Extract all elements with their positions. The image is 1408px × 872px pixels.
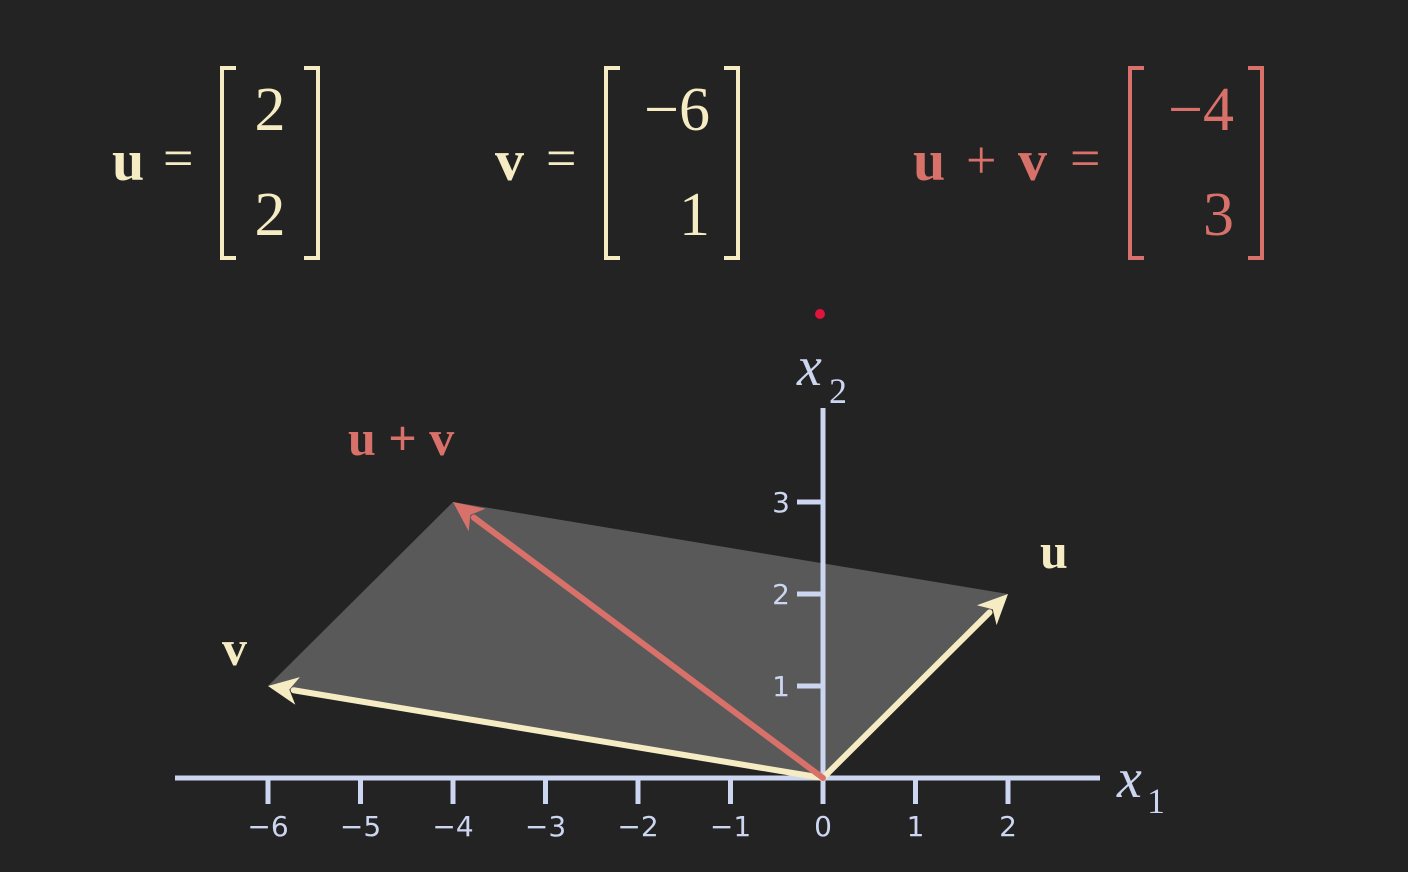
eq-u-bracket-right xyxy=(304,66,320,260)
vector-v-label: v xyxy=(222,620,247,676)
x-tick: 1 xyxy=(907,778,925,843)
vector-u-label: u xyxy=(1040,523,1068,579)
y-ticks: 1 2 3 xyxy=(772,486,823,703)
eq-u-equals: = xyxy=(163,128,193,188)
x-tick: 2 xyxy=(999,778,1017,843)
eq-sum-equals: = xyxy=(1070,128,1100,188)
eq-v-name: v xyxy=(495,128,524,193)
eq-sum-u: u xyxy=(913,128,945,193)
x2-axis-label: x 2 xyxy=(796,336,847,411)
eq-sum-top: −4 xyxy=(1168,76,1234,144)
vector-u-shaft xyxy=(820,609,993,781)
eq-v-bracket-left xyxy=(604,66,620,260)
x1-axis-label: x 1 xyxy=(1116,748,1165,821)
x1-label-base: x xyxy=(1116,748,1142,810)
vector-u xyxy=(820,594,1008,781)
x-tick-label: −4 xyxy=(432,810,473,843)
eq-u-bottom: 2 xyxy=(255,181,286,249)
x-tick: −1 xyxy=(710,778,751,843)
x-tick: 0 xyxy=(814,778,832,843)
y-tick: 1 xyxy=(772,670,823,703)
x-tick-label: 1 xyxy=(907,810,925,843)
equation-v: v = −6 1 xyxy=(495,66,740,260)
x2-label-sub: 2 xyxy=(829,371,847,411)
y-tick: 2 xyxy=(772,578,823,611)
eq-u-bracket-left xyxy=(220,66,236,260)
x-tick: −4 xyxy=(432,778,474,843)
x-tick-label: 2 xyxy=(999,810,1017,843)
eq-sum-plus: + xyxy=(966,130,996,190)
vector-v-shaft xyxy=(290,687,826,781)
pointer-dot xyxy=(815,309,825,319)
x-tick-label: −1 xyxy=(710,810,751,843)
eq-v-top: −6 xyxy=(644,76,710,144)
vector-v xyxy=(268,677,826,781)
vector-u-plus-v xyxy=(453,502,826,781)
eq-sum-bracket-left xyxy=(1128,66,1144,260)
eq-sum-bracket-right xyxy=(1248,66,1264,260)
x-tick: −6 xyxy=(247,778,289,843)
eq-u-name: u xyxy=(112,128,144,193)
eq-v-bottom: 1 xyxy=(679,181,710,249)
x-tick-label: −6 xyxy=(247,810,288,843)
x-ticks: −6 −5 −4 −3 −2 −1 0 1 2 xyxy=(247,778,1017,843)
vector-u-plus-v-arrowhead xyxy=(453,502,486,532)
y-tick: 3 xyxy=(772,486,823,519)
x-tick: −5 xyxy=(340,778,381,843)
x-tick: −2 xyxy=(617,778,659,843)
vector-sum-label: u + v xyxy=(348,410,454,466)
y-tick-label: 1 xyxy=(772,670,790,703)
x-tick: −3 xyxy=(525,778,566,843)
x-tick-label: 0 xyxy=(814,810,832,843)
eq-sum-bottom: 3 xyxy=(1203,181,1234,249)
y-tick-label: 2 xyxy=(772,578,790,611)
vectors xyxy=(268,502,1008,781)
y-tick-label: 3 xyxy=(772,486,790,519)
eq-u-top: 2 xyxy=(255,76,286,144)
vector-v-arrowhead xyxy=(268,677,300,705)
equation-sum: u + v = −4 3 xyxy=(913,66,1264,260)
eq-sum-v: v xyxy=(1018,128,1047,193)
eq-v-bracket-right xyxy=(724,66,740,260)
x2-label-base: x xyxy=(796,336,822,398)
eq-v-equals: = xyxy=(546,128,576,188)
x1-label-sub: 1 xyxy=(1147,781,1165,821)
vector-u-plus-v-shaft xyxy=(470,514,826,781)
vector-u-arrowhead xyxy=(976,594,1008,626)
x-tick-label: −2 xyxy=(617,810,658,843)
equation-u: u = 2 2 xyxy=(112,66,320,260)
x-tick-label: −5 xyxy=(340,810,381,843)
x-tick-label: −3 xyxy=(525,810,566,843)
